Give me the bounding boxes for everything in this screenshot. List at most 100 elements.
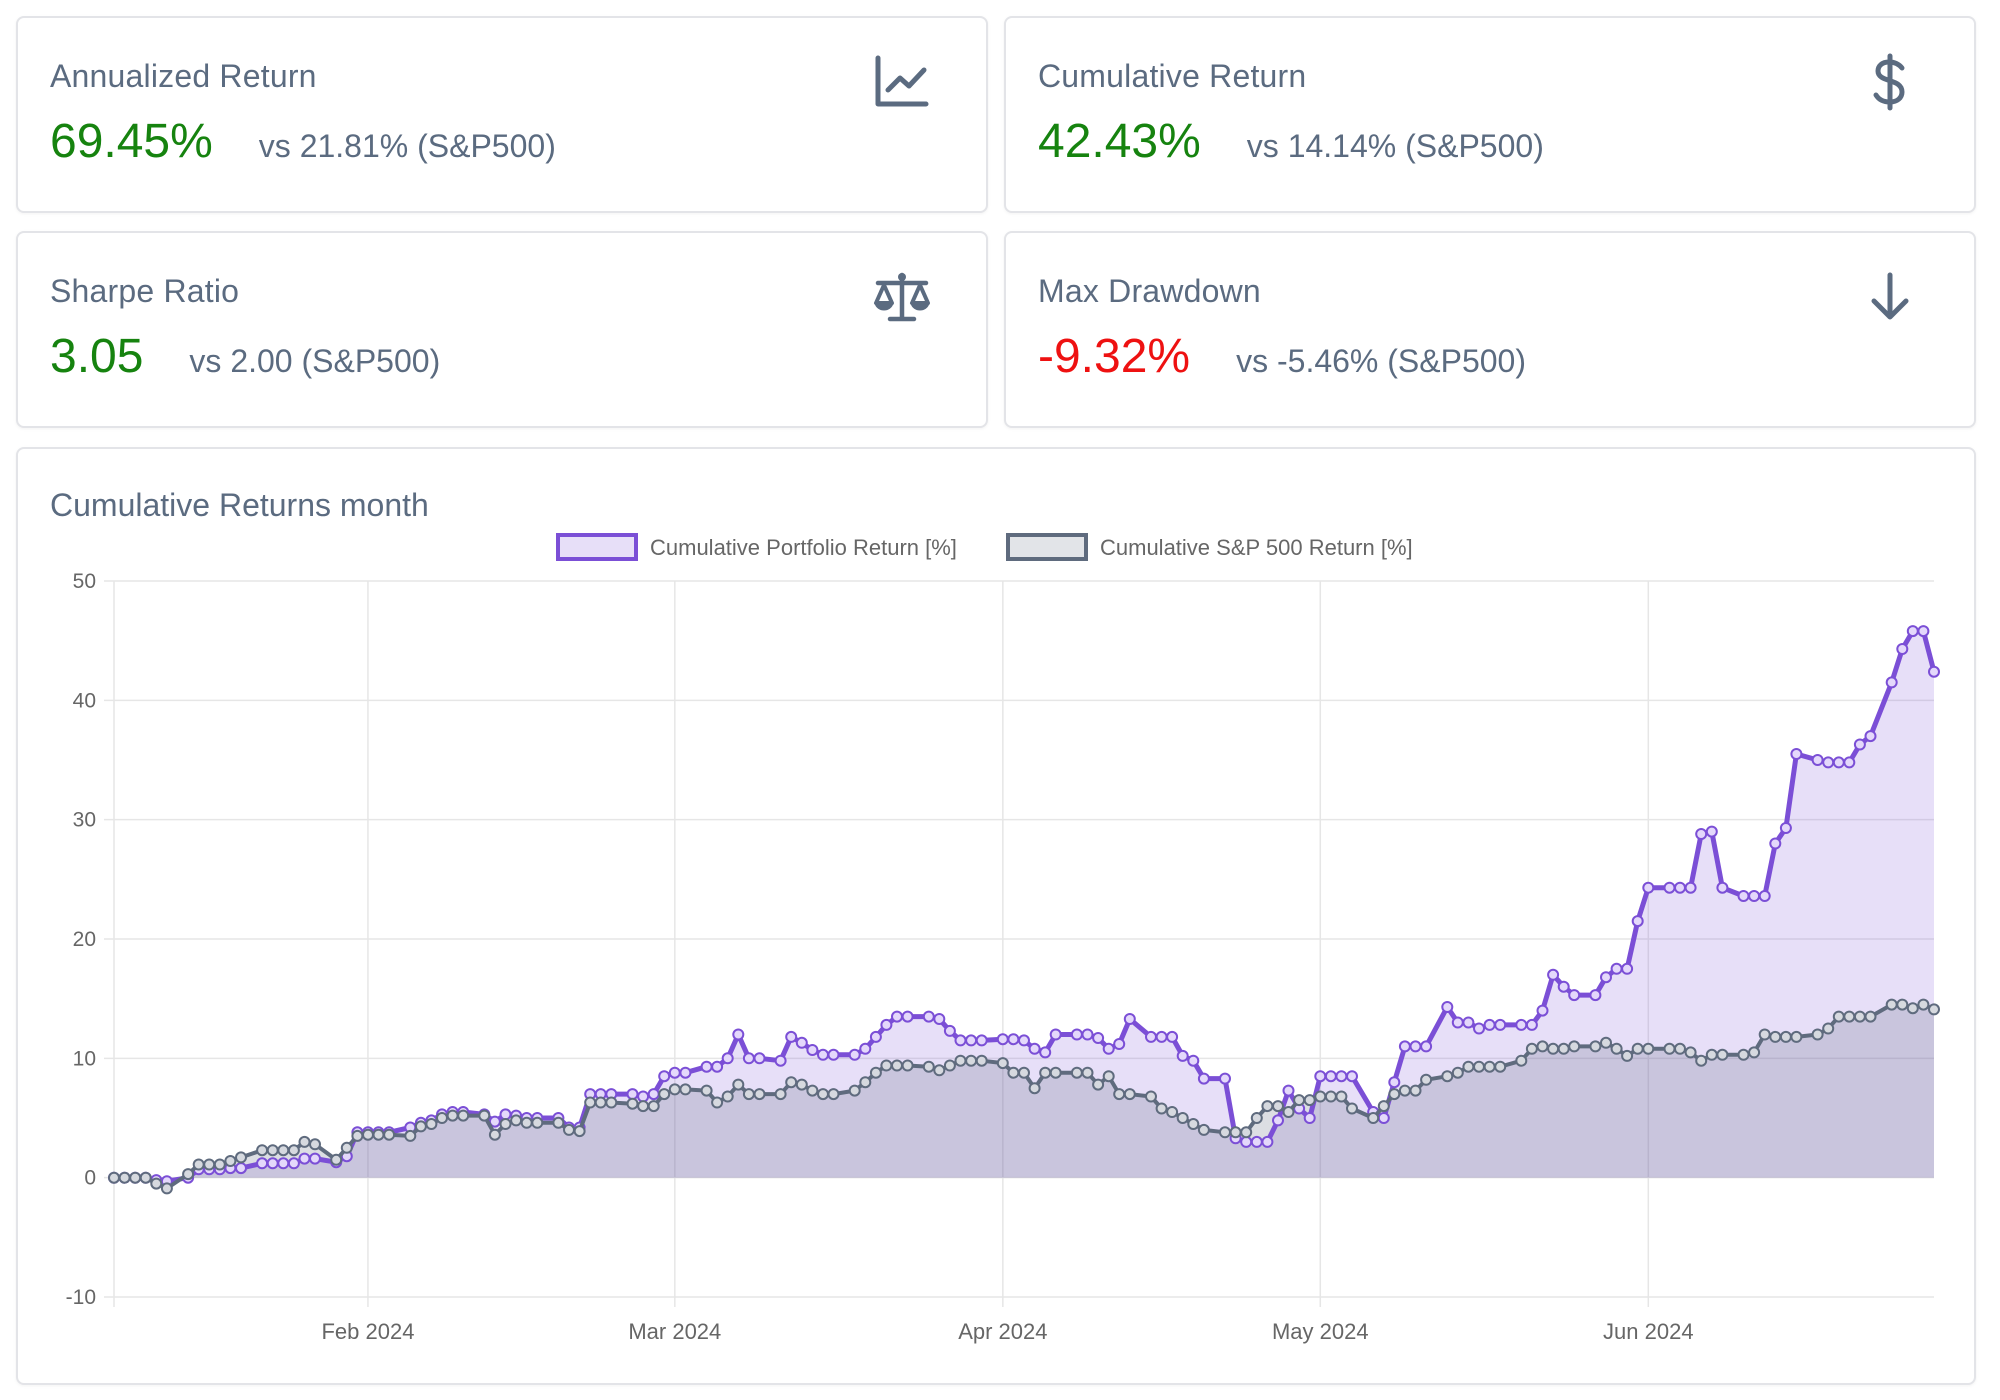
data-point: [1451, 1016, 1464, 1029]
data-point: [732, 1028, 745, 1041]
data-point: [1748, 1046, 1761, 1059]
cumulative-returns-chart-card: Cumulative Returns month 50 40 30 20 10 0 -10 F…: [16, 447, 1976, 1385]
data-point: [859, 1076, 872, 1089]
data-point: [721, 1052, 734, 1065]
data-point: [1705, 825, 1718, 838]
data-point: [362, 1128, 374, 1141]
data-point: [1843, 756, 1856, 769]
data-point: [552, 1116, 565, 1129]
data-point: [330, 1153, 343, 1166]
metric-value: 69.45%: [50, 115, 213, 168]
data-point: [1398, 1040, 1411, 1053]
data-point: [139, 1171, 152, 1184]
data-point: [1324, 1090, 1337, 1103]
chart-title: Cumulative Returns month: [50, 487, 429, 523]
data-point: [880, 1059, 893, 1072]
data-point: [1240, 1126, 1253, 1139]
data-point: [1441, 1001, 1454, 1013]
data-point: [679, 1083, 692, 1096]
data-point: [711, 1060, 724, 1073]
data-point: [1028, 1042, 1041, 1055]
data-point: [827, 1088, 840, 1101]
data-point: [256, 1157, 269, 1170]
metric-row: -9.32% vs -5.46% (S&P500): [1038, 329, 1526, 384]
y-tick-label: 50: [73, 570, 96, 593]
data-point: [563, 1123, 575, 1136]
data-point: [1377, 1100, 1390, 1113]
data-point: [668, 1083, 681, 1096]
data-point: [1409, 1040, 1422, 1053]
data-point: [1197, 1123, 1210, 1136]
data-point: [1462, 1016, 1475, 1029]
x-tick-label: Jun 2024: [1603, 1319, 1694, 1344]
data-point: [954, 1054, 967, 1067]
data-point: [436, 1112, 448, 1124]
data-point: [1018, 1034, 1030, 1047]
y-tick-label: 20: [73, 928, 96, 951]
data-point: [1928, 665, 1940, 678]
data-point: [1642, 881, 1655, 894]
data-point: [795, 1036, 808, 1049]
data-point: [1663, 881, 1676, 894]
data-point: [1885, 676, 1898, 689]
data-point: [742, 1052, 755, 1065]
annualized-return-card: Annualized Return 69.45% vs 21.81% (S&P5…: [16, 16, 988, 213]
data-point: [1864, 1010, 1877, 1023]
data-point: [1853, 738, 1866, 751]
data-point: [573, 1125, 586, 1138]
data-point: [182, 1168, 195, 1181]
data-point: [256, 1144, 269, 1157]
data-point: [1674, 881, 1686, 894]
data-point: [235, 1162, 247, 1175]
data-point: [1557, 1042, 1570, 1055]
data-point: [351, 1129, 364, 1142]
data-point: [795, 1078, 808, 1091]
data-point: [1695, 1054, 1708, 1067]
portfolio-area: [114, 631, 1934, 1182]
data-point: [1388, 1076, 1401, 1089]
sp500-points: [108, 998, 1940, 1195]
data-point: [1113, 1088, 1126, 1101]
data-point: [1515, 1054, 1528, 1067]
metric-row: 3.05 vs 2.00 (S&P500): [50, 329, 440, 384]
metric-title: Annualized Return: [50, 58, 317, 94]
metric-value: 42.43%: [1038, 115, 1201, 168]
data-point: [1007, 1033, 1020, 1046]
data-point: [1123, 1013, 1136, 1025]
data-point: [1102, 1042, 1115, 1055]
metric-value: 3.05: [50, 330, 144, 383]
sp500-area: [114, 1004, 1934, 1189]
data-point: [679, 1066, 692, 1079]
legend-label: Cumulative S&P 500 Return [%]: [1100, 535, 1413, 560]
data-point: [1346, 1102, 1358, 1115]
data-point: [1272, 1100, 1284, 1113]
data-point: [975, 1034, 988, 1047]
data-point: [1282, 1106, 1295, 1118]
metric-title: Cumulative Return: [1038, 58, 1307, 94]
data-point: [1674, 1042, 1686, 1055]
data-point: [1187, 1054, 1200, 1067]
data-point: [1600, 1036, 1612, 1049]
metric-value: -9.32%: [1038, 330, 1191, 383]
data-point: [1007, 1066, 1020, 1079]
data-point: [1049, 1028, 1062, 1041]
data-point: [1663, 1042, 1676, 1055]
data-point: [1145, 1090, 1157, 1103]
data-point: [1092, 1078, 1105, 1091]
data-point: [1483, 1060, 1496, 1073]
data-point: [1166, 1030, 1179, 1043]
data-point: [1219, 1072, 1231, 1085]
data-point: [1070, 1028, 1083, 1041]
data-point: [1621, 962, 1634, 975]
data-point: [118, 1171, 131, 1184]
data-point: [1219, 1126, 1231, 1139]
chart-legend: Cumulative Portfolio Return [%] Cumulativ…: [556, 533, 1413, 561]
data-point: [1790, 1030, 1803, 1043]
data-point: [901, 1059, 914, 1072]
data-point: [817, 1088, 829, 1101]
data-point: [594, 1096, 607, 1109]
data-point: [1695, 828, 1708, 840]
metric-compare: vs 14.14% (S&P500): [1246, 128, 1544, 164]
data-point: [1705, 1048, 1718, 1061]
data-point: [1864, 730, 1877, 743]
